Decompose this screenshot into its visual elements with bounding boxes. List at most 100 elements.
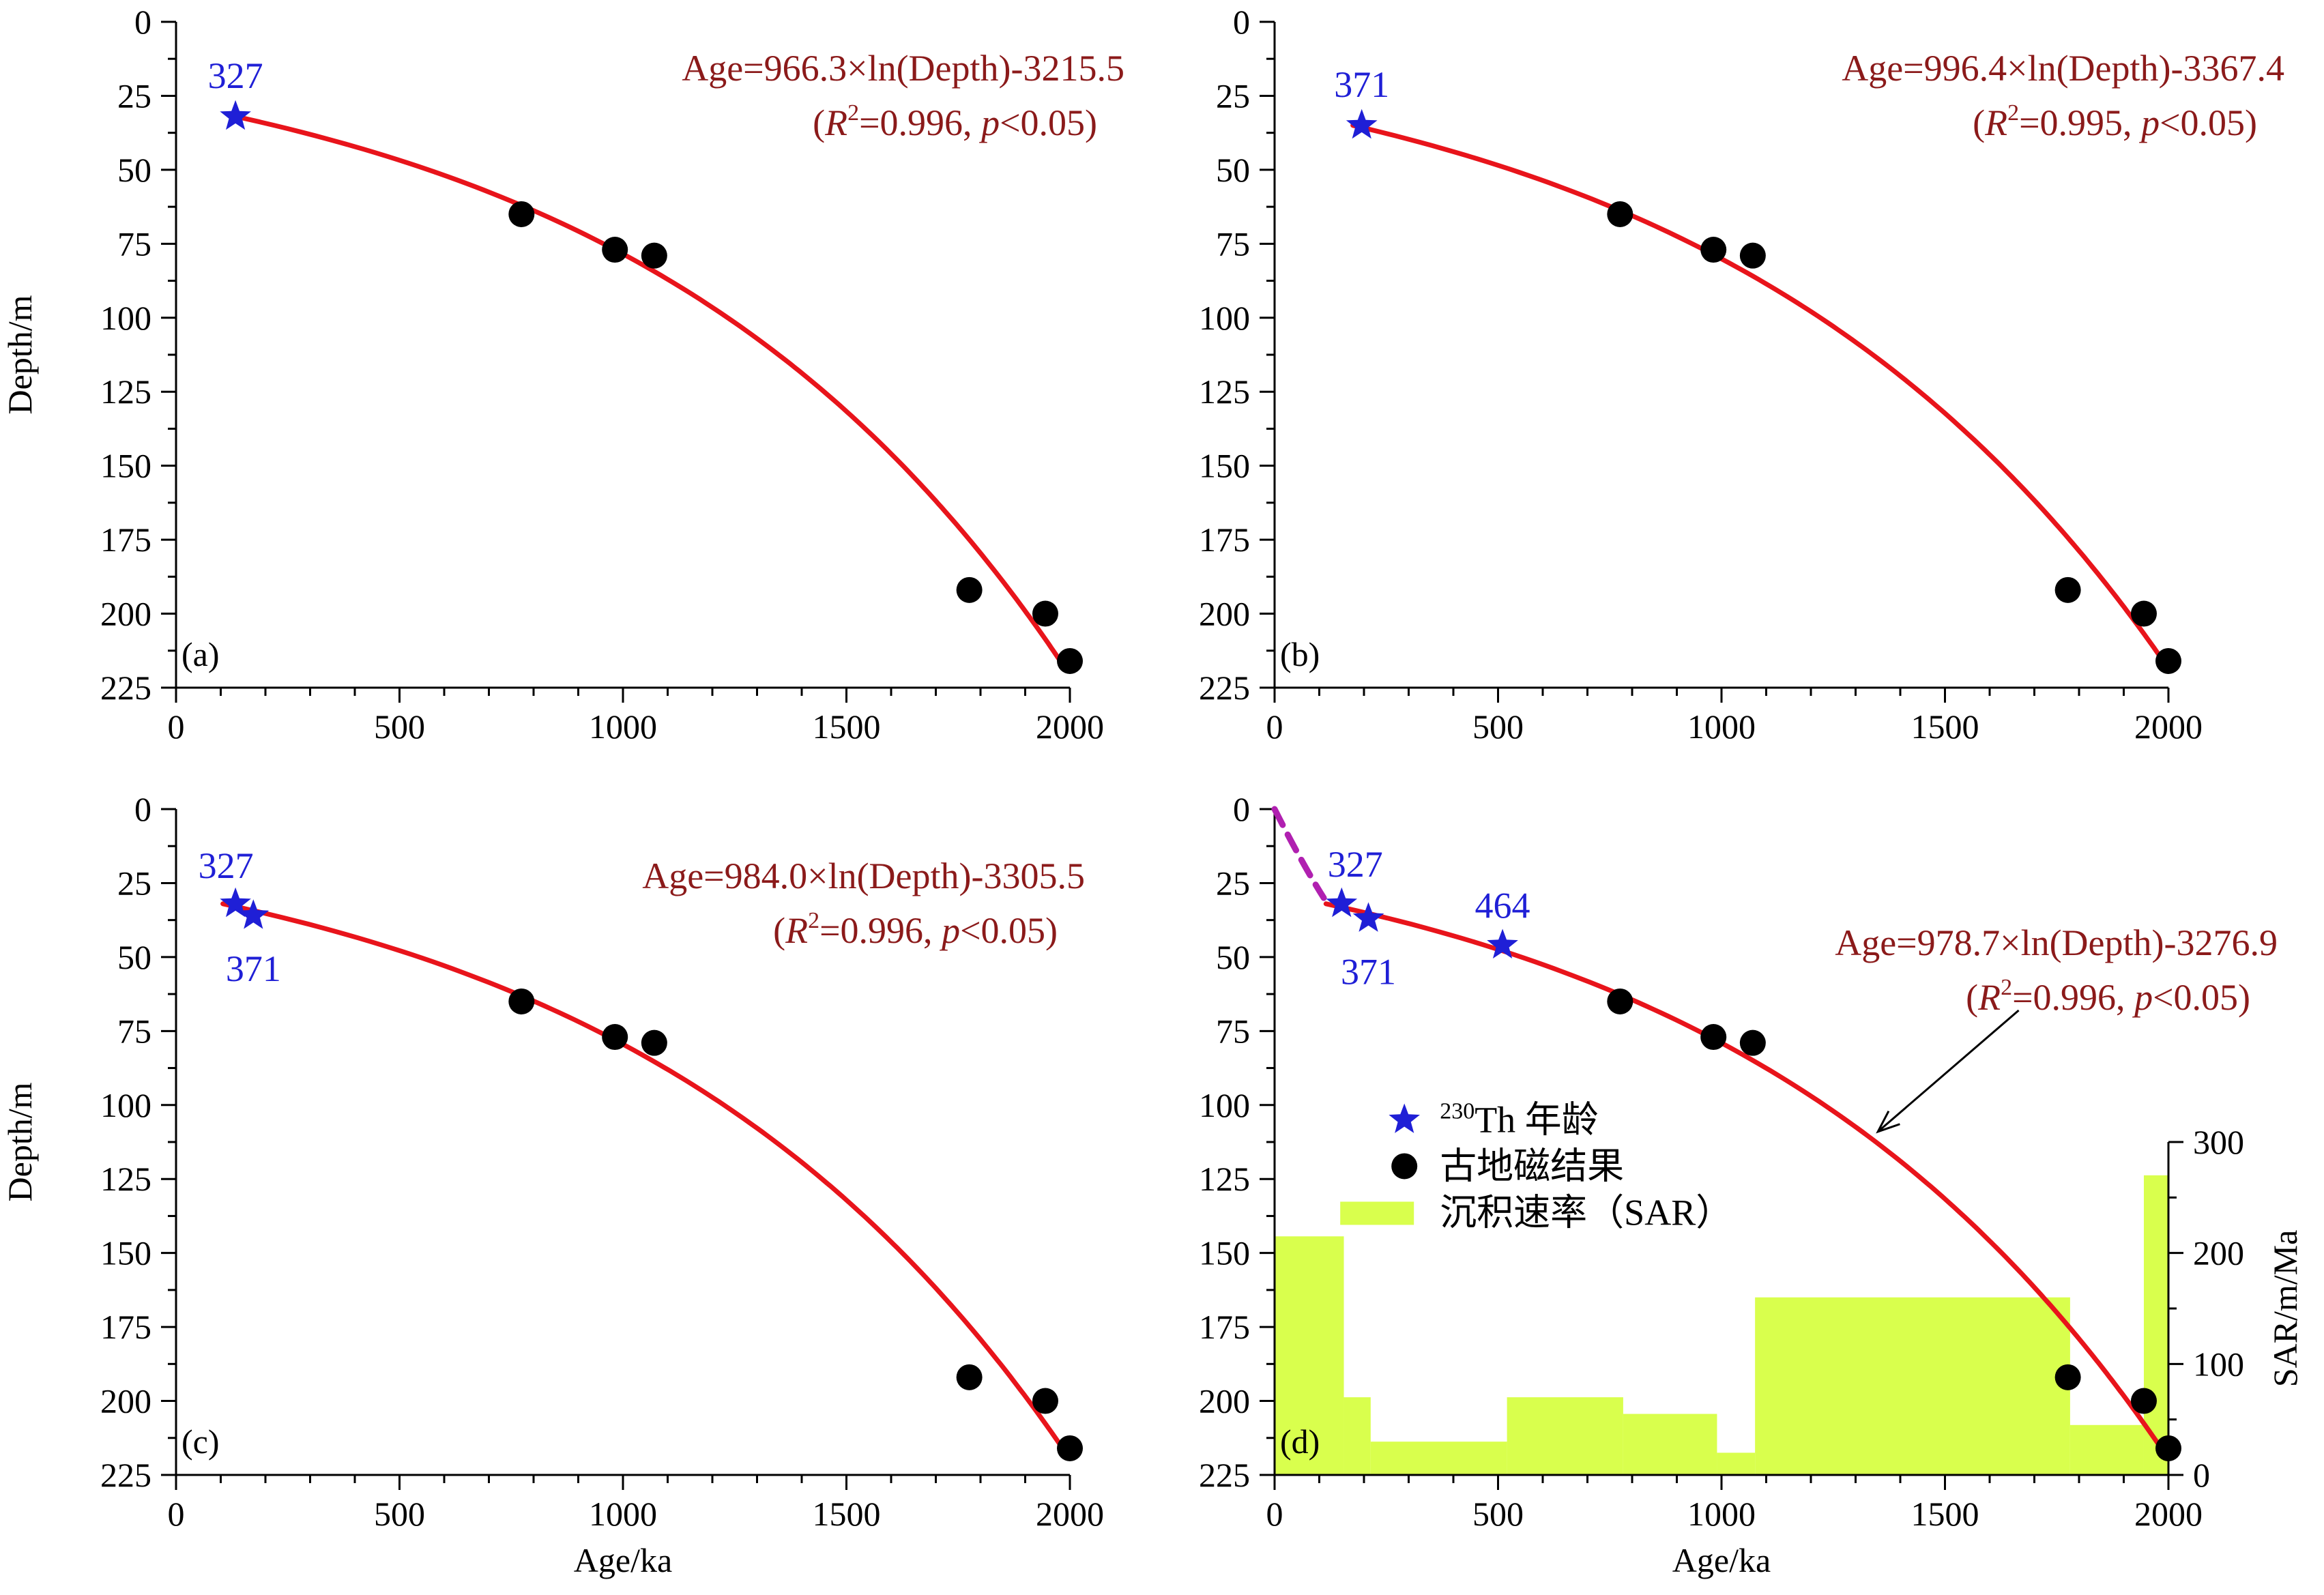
sar-bar-8 [2143, 1175, 2168, 1475]
sar-bar-5 [1717, 1452, 1756, 1475]
paleomag-point [1032, 1388, 1058, 1414]
y-tick-label: 200 [100, 595, 151, 633]
paleomag-point [1607, 201, 1633, 227]
paleomag-point [2054, 1364, 2081, 1390]
y-axis-title: Depth/m [1, 1082, 39, 1201]
y-tick-label: 25 [117, 76, 151, 115]
y-tick-label: 150 [100, 1234, 151, 1272]
equation-line2: (R2=0.996, p<0.05) [1966, 975, 2250, 1018]
x-tick-label: 500 [1472, 1495, 1524, 1533]
x-tick-label: 0 [168, 707, 185, 746]
paleomag-point [2054, 576, 2081, 603]
x-tick-label: 2000 [2134, 1495, 2203, 1533]
annotation-arrow-line [1877, 1009, 2020, 1132]
panel-label: (d) [1280, 1422, 1320, 1461]
y-tick-label: 225 [100, 669, 151, 707]
dashed-extension-line [1271, 806, 1327, 901]
x-tick-label: 500 [374, 1495, 425, 1533]
equation-line1: Age=984.0×ln(Depth)-3305.5 [642, 855, 1085, 896]
paleomag-point [641, 242, 667, 269]
paleomag-point [1739, 242, 1766, 269]
paleomag-point [1057, 1435, 1083, 1461]
y-tick-label: 200 [1199, 1382, 1250, 1420]
y-tick-label: 225 [100, 1456, 151, 1494]
x-tick-label: 2000 [1036, 1495, 1104, 1533]
y-tick-label: 75 [1216, 1012, 1250, 1050]
sar-bar-7 [2069, 1424, 2144, 1475]
equation-line1: Age=966.3×ln(Depth)-3215.5 [682, 48, 1124, 89]
y-tick-label: 25 [117, 864, 151, 902]
x-axis-title: Age/ka [574, 1541, 672, 1579]
x-tick-label: 0 [1266, 707, 1283, 746]
paleomag-point [1700, 237, 1727, 263]
y-tick-label: 100 [100, 1086, 151, 1124]
x-tick-label: 1500 [1911, 707, 1979, 746]
th230-star [237, 899, 270, 929]
th230-star [1326, 887, 1358, 918]
y-tick-label: 175 [100, 1308, 151, 1346]
x-tick-label: 1000 [589, 707, 657, 746]
panel-label: (b) [1280, 635, 1320, 673]
paleomag-point [602, 237, 628, 263]
paleomag-point [2130, 1388, 2157, 1414]
y-tick-label: 150 [1199, 447, 1250, 485]
y-tick-label: 150 [1199, 1234, 1250, 1272]
panel-d: 0 100 200 300 SAR/m/Ma 0 25 50 75 100 125 150 175 200… [1199, 790, 2304, 1579]
y-tick-label: 50 [1216, 151, 1250, 189]
x-tick-label: 500 [374, 707, 425, 746]
y-tick-label: 0 [1233, 790, 1250, 828]
th230-age-label: 327 [208, 55, 263, 96]
y-tick-label: 100 [1199, 299, 1250, 337]
paleomag-point [2155, 647, 2181, 674]
equation-line2: (R2=0.996, p<0.05) [813, 100, 1097, 143]
x-tick-label: 1000 [1687, 707, 1756, 746]
paleomag-point [1032, 600, 1058, 627]
paleomag-point [1057, 647, 1083, 674]
y-tick-label: 225 [1199, 1456, 1250, 1494]
sar-tick-label: 0 [2193, 1456, 2210, 1494]
sar-bar-2 [1370, 1442, 1507, 1475]
y-tick-label: 175 [1199, 521, 1250, 559]
x-tick-label: 1500 [813, 1495, 881, 1533]
y-tick-label: 200 [1199, 595, 1250, 633]
legend-star-icon [1389, 1103, 1420, 1133]
x-tick-label: 1500 [1911, 1495, 1979, 1533]
y-tick-label: 0 [134, 3, 151, 41]
th230-age-label: 327 [199, 845, 254, 886]
sar-bar-1 [1343, 1397, 1371, 1475]
y-tick-label: 225 [1199, 669, 1250, 707]
y-tick-label: 25 [1216, 76, 1250, 115]
x-axis-title: Age/ka [1672, 1541, 1771, 1579]
y-tick-label: 175 [100, 521, 151, 559]
y-tick-label: 75 [117, 224, 151, 263]
paleomag-point [1739, 1029, 1766, 1056]
y-tick-label: 100 [1199, 1086, 1250, 1124]
legend-dot-icon [1391, 1153, 1418, 1180]
paleomag-point [2155, 1435, 2181, 1461]
panel-c: 0 25 50 75 100 125 150 175 200 225 0 500 1000 1500 200… [1, 790, 1104, 1579]
equation-line1: Age=978.7×ln(Depth)-3276.9 [1835, 922, 2278, 963]
x-tick-label: 0 [1266, 1495, 1283, 1533]
y-tick-label: 100 [100, 299, 151, 337]
equation-line1: Age=996.4×ln(Depth)-3367.4 [1842, 48, 2284, 89]
sar-bar-0 [1275, 1236, 1344, 1475]
legend-sar-swatch [1340, 1201, 1414, 1225]
paleomag-point [2130, 600, 2157, 627]
y-axis-title: Depth/m [1, 295, 39, 414]
y-tick-label: 125 [1199, 372, 1250, 411]
paleomag-point [956, 1364, 983, 1390]
sar-tick-label: 200 [2193, 1234, 2244, 1272]
panel-label: (a) [181, 635, 220, 673]
equation-line2: (R2=0.995, p<0.05) [1973, 100, 2257, 143]
paleomag-point [956, 576, 983, 603]
y-tick-label: 0 [1233, 3, 1250, 41]
th230-age-label: 371 [1341, 951, 1396, 992]
sar-tick-label: 100 [2193, 1345, 2244, 1383]
y-tick-label: 75 [117, 1012, 151, 1050]
x-tick-label: 2000 [1036, 707, 1104, 746]
sar-bar-4 [1623, 1414, 1717, 1475]
y-tick-label: 50 [1216, 938, 1250, 976]
y-tick-label: 125 [100, 372, 151, 411]
legend-label: 古地磁结果 [1440, 1145, 1624, 1186]
